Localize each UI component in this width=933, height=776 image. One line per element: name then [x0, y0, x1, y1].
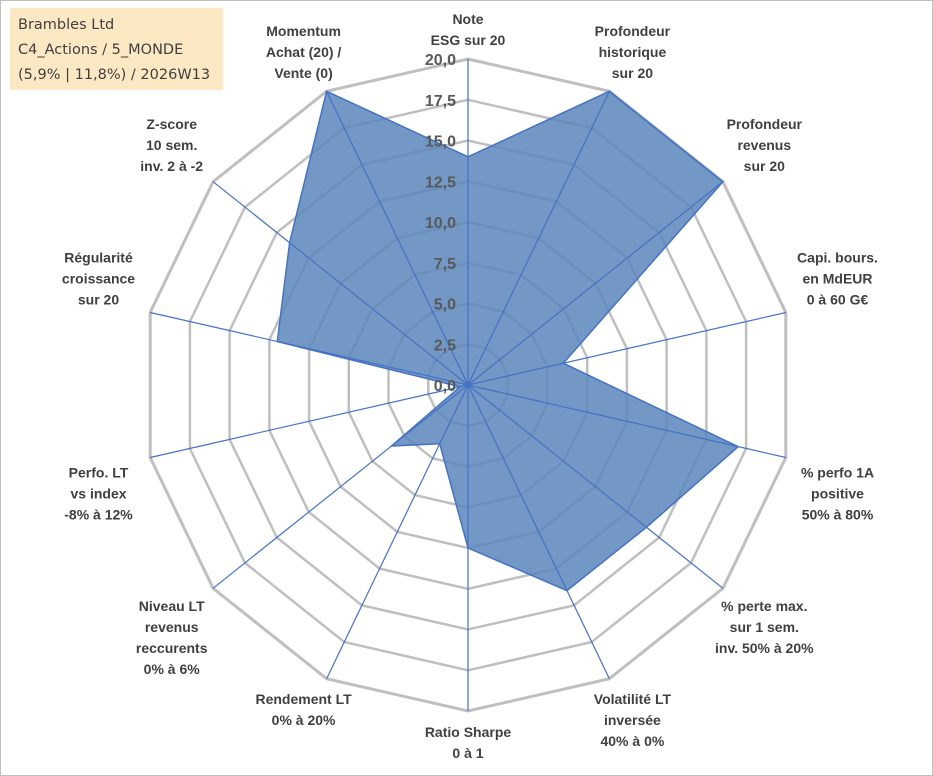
info-box: Brambles Ltd C4_Actions / 5_MONDE (5,9% …	[10, 8, 223, 90]
company-name: Brambles Ltd	[18, 17, 115, 33]
tick-label: 10,0	[425, 215, 456, 232]
axis-label: Momentum	[266, 23, 341, 39]
axis-label: % perte max.	[721, 598, 807, 614]
axis-spoke	[467, 384, 786, 459]
tick-label: 15,0	[425, 134, 456, 151]
axis-label: Rendement LT	[255, 691, 352, 707]
axis-label: Z-score	[146, 116, 197, 132]
tick-label: 20,0	[425, 52, 456, 69]
axis-label: vs index	[70, 485, 126, 501]
axis-label: reccurents	[136, 640, 208, 656]
axis-label: Achat (20) /	[266, 44, 342, 60]
axis-label: Volatilité LT	[594, 691, 672, 707]
axis-spoke	[467, 384, 724, 589]
tick-label: 17,5	[425, 93, 456, 110]
tick-label: 2,5	[434, 337, 456, 354]
axis-spoke	[212, 181, 469, 386]
axis-label: % perfo 1A	[801, 464, 874, 480]
axis-label: historique	[599, 44, 667, 60]
axis-label: 0% à 20%	[272, 712, 336, 728]
axis-label: Note	[452, 11, 483, 27]
axis-label: en MdEUR	[803, 271, 873, 287]
axis-label: inv. 2 à -2	[140, 158, 203, 174]
tick-label: 12,5	[425, 174, 456, 191]
axis-spoke	[326, 384, 469, 679]
axis-label: Profondeur	[727, 116, 803, 132]
axis-label: sur 20	[612, 65, 653, 81]
axis-label: ESG sur 20	[431, 32, 506, 48]
axis-spoke	[467, 384, 610, 679]
axis-label: revenus	[145, 619, 199, 635]
axis-label: Capi. bours.	[797, 250, 878, 266]
axis-label: Vente (0)	[274, 65, 332, 81]
axis-label: 40% à 0%	[600, 733, 664, 749]
axis-label: inv. 50% à 20%	[715, 640, 814, 656]
axis-label: sur 1 sem.	[730, 619, 799, 635]
axis-label: 0 à 1	[452, 745, 483, 761]
axis-label: 50% à 80%	[802, 506, 874, 522]
axis-label: sur 20	[744, 158, 785, 174]
axis-label: Régularité	[64, 250, 133, 266]
axis-spoke	[150, 311, 469, 386]
tick-label: 5,0	[434, 297, 456, 314]
axis-label: 0% à 6%	[144, 661, 201, 677]
axis-label: Profondeur	[595, 23, 671, 39]
axis-label: Perfo. LT	[69, 464, 129, 480]
axis-spoke	[150, 384, 469, 459]
axis-spoke	[467, 181, 724, 386]
axis-spoke	[467, 91, 610, 386]
axis-label: 0 à 60 G€	[807, 292, 869, 308]
axis-label: croissance	[62, 271, 135, 287]
tick-label: 0,0	[434, 378, 456, 395]
axis-label: positive	[811, 485, 864, 501]
axis-label: revenus	[737, 137, 791, 153]
performance-week: (5,9% | 11,8%) / 2026W13	[18, 67, 211, 83]
axis-label: Ratio Sharpe	[425, 724, 512, 740]
axis-spoke	[326, 91, 469, 386]
portfolio-category: C4_Actions / 5_MONDE	[18, 42, 184, 58]
axis-label: sur 20	[78, 292, 119, 308]
axis-spoke	[212, 384, 469, 589]
axis-label: 10 sem.	[146, 137, 197, 153]
axis-label: -8% à 12%	[64, 506, 133, 522]
axis-spoke	[467, 311, 786, 386]
axis-label: inversée	[604, 712, 661, 728]
tick-label: 7,5	[434, 256, 456, 273]
axis-label: Niveau LT	[139, 598, 205, 614]
